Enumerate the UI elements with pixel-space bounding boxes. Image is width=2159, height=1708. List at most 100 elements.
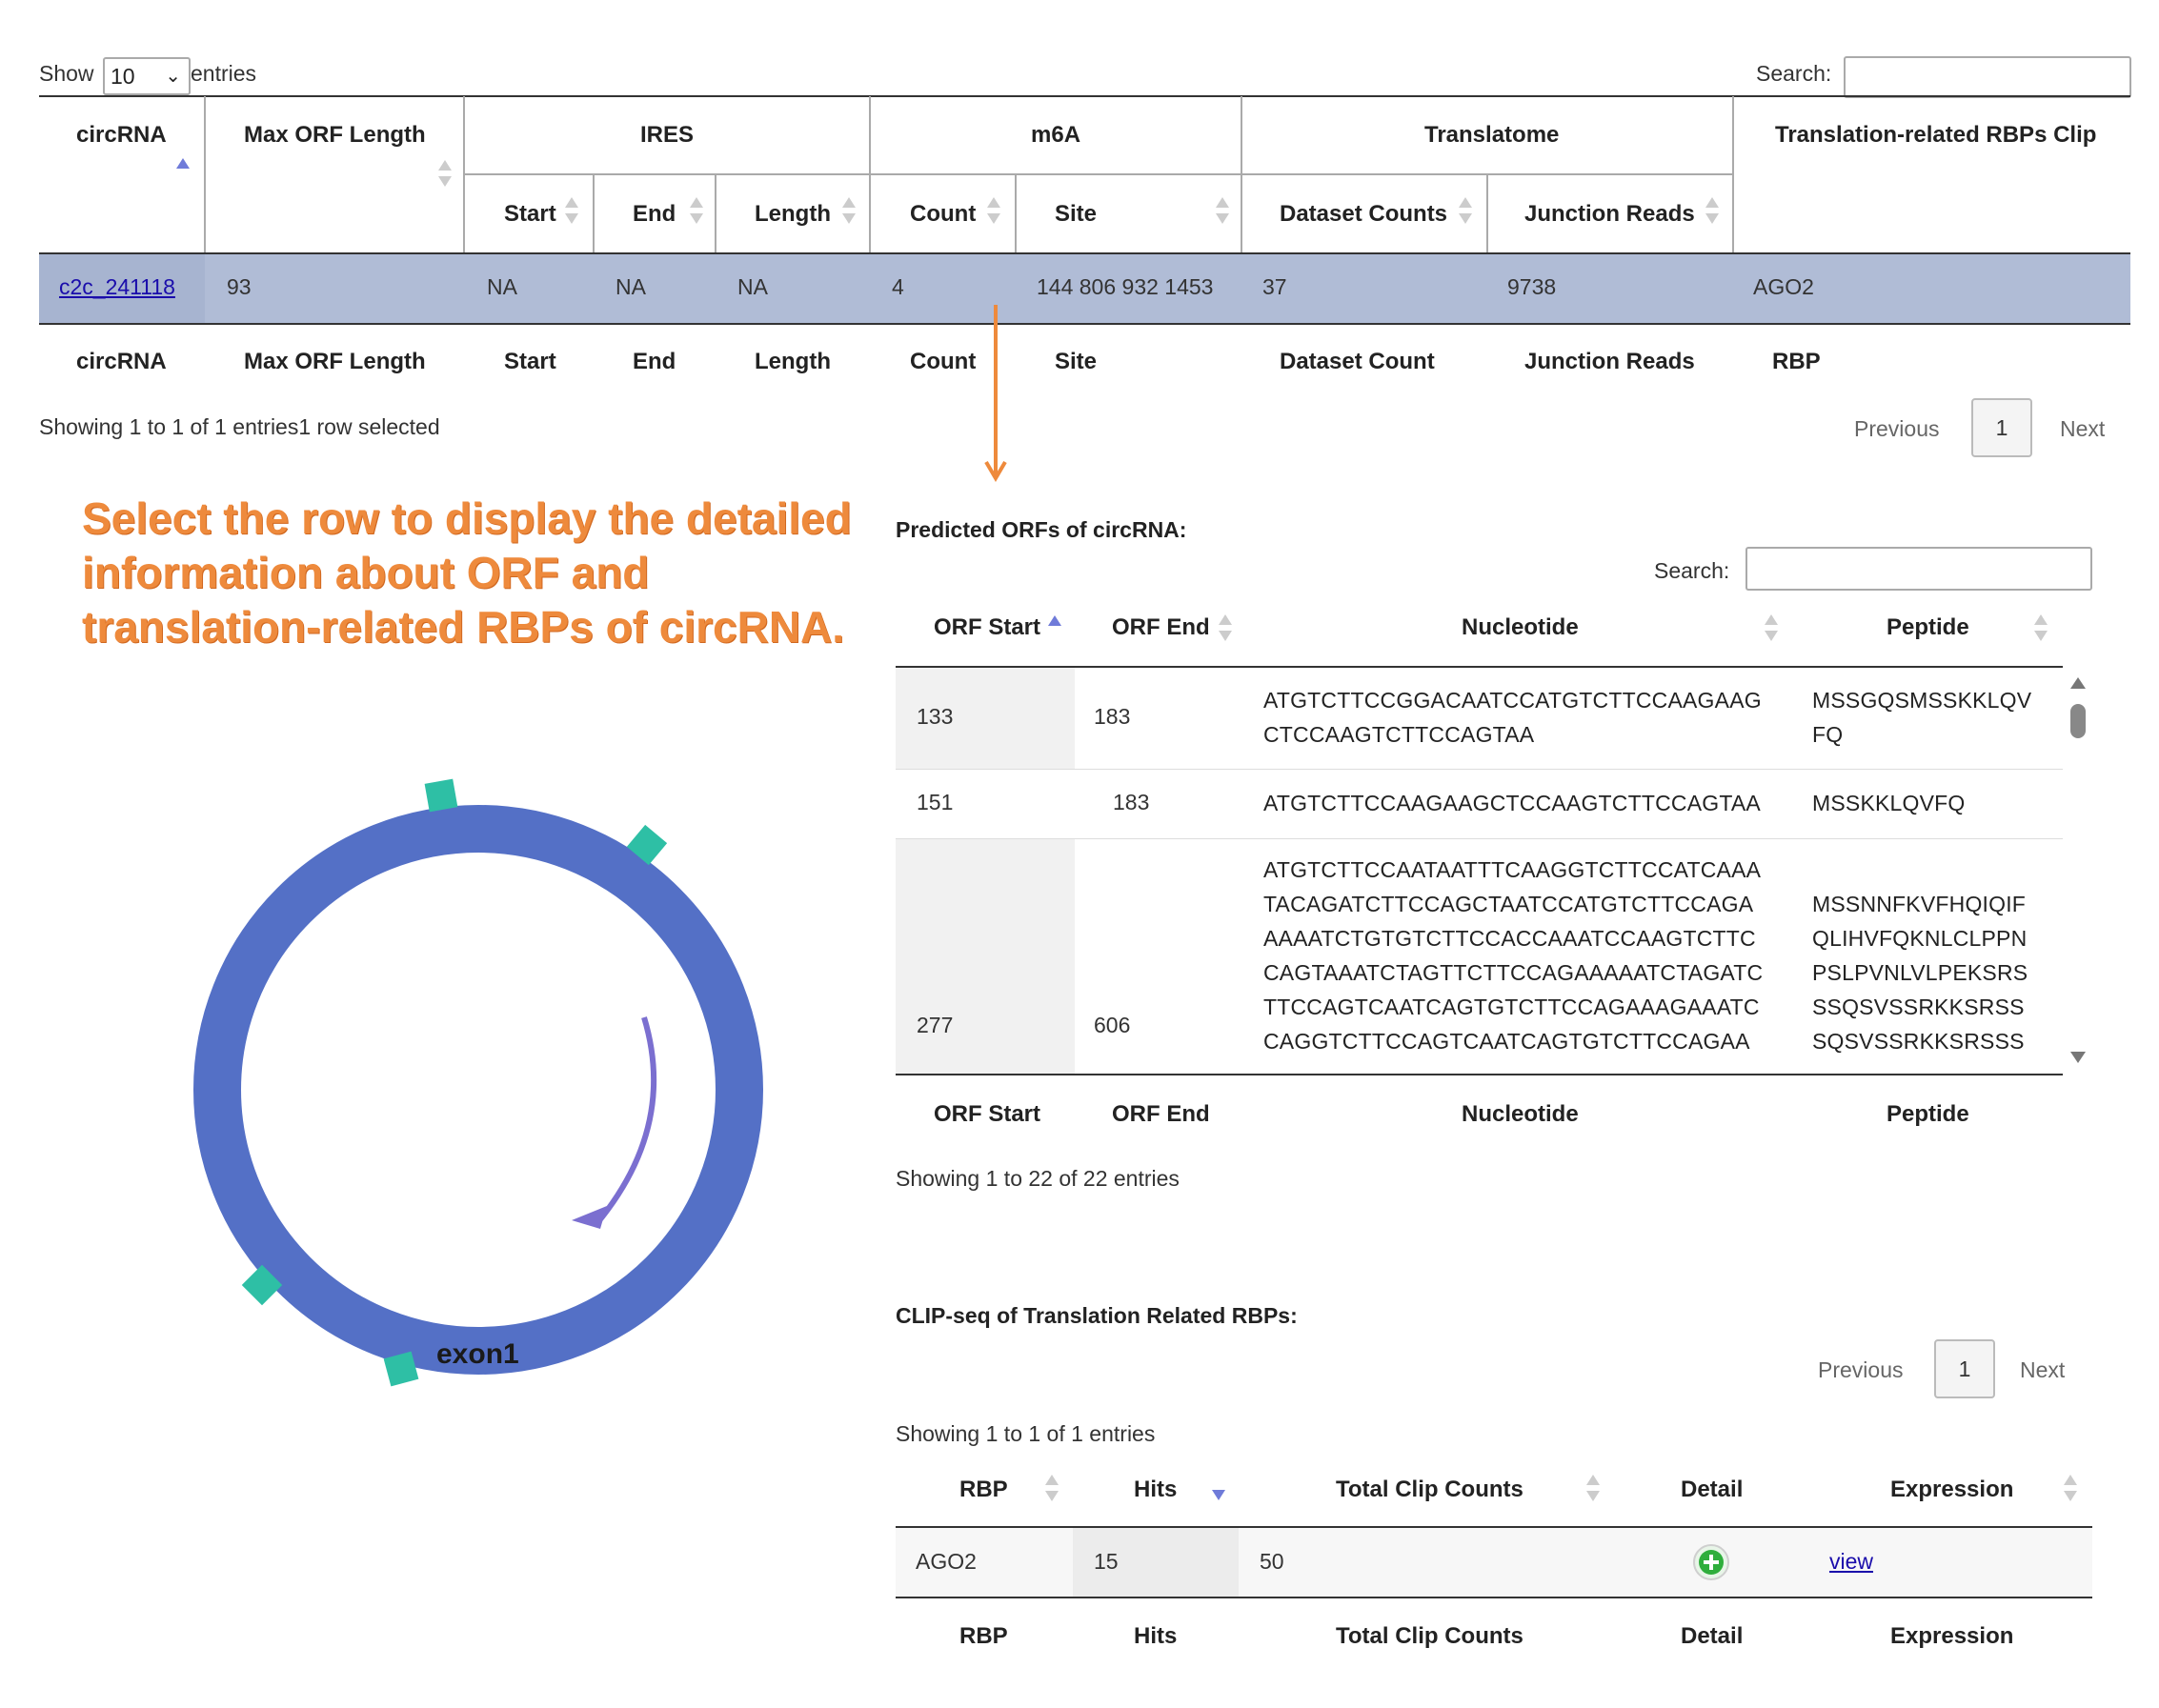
footer-expression: Expression (1890, 1623, 2014, 1649)
col-orf-start[interactable]: ORF Start (934, 614, 1041, 640)
sort-icon[interactable] (2034, 614, 2048, 645)
sorted-cell-bg (1073, 1528, 1239, 1597)
col-ires-start[interactable]: Start (504, 201, 556, 227)
page-1-button[interactable]: 1 (1971, 398, 2032, 457)
orf-table-body[interactable]: 133 183 ATGTCTTCCGGACAATCCATGTCTTCCAAGAA… (896, 668, 2063, 1074)
entries-label: entries (191, 61, 257, 86)
clip-previous-button[interactable]: Previous (1818, 1357, 1904, 1382)
sort-icon[interactable] (565, 197, 578, 228)
clip-section-title: CLIP-seq of Translation Related RBPs: (896, 1303, 1298, 1328)
footer-nucleotide: Nucleotide (1462, 1101, 1579, 1127)
sort-icon[interactable] (1765, 614, 1778, 645)
col-expression[interactable]: Expression (1890, 1477, 2014, 1502)
expand-detail-icon[interactable] (1692, 1543, 1730, 1581)
orf-search-label: Search: (1654, 558, 1730, 583)
orf-search-input[interactable] (1745, 547, 2092, 591)
footer-rbp: RBP (1772, 349, 1821, 374)
col-rbp[interactable]: RBP (959, 1477, 1008, 1502)
divider (593, 174, 595, 252)
chevron-down-icon: ⌄ (165, 66, 181, 87)
cell-m6a-count: 4 (892, 274, 904, 299)
divider (715, 174, 716, 252)
footer-start: Start (504, 349, 556, 374)
cell-orf-start: 151 (917, 790, 954, 814)
footer-orf-end: ORF End (1112, 1101, 1210, 1127)
col-peptide[interactable]: Peptide (1887, 614, 1969, 640)
sort-icon[interactable] (1219, 614, 1232, 645)
col-total-clip-counts[interactable]: Total Clip Counts (1336, 1477, 1523, 1502)
footer-orf-start: ORF Start (934, 1101, 1041, 1127)
sorted-cell-bg (39, 254, 205, 323)
orf-scrollbar[interactable] (2068, 668, 2090, 1074)
table-info: Showing 1 to 1 of 1 entries1 row selecte… (39, 414, 440, 439)
sort-icon[interactable] (2064, 1475, 2077, 1505)
table-row[interactable] (896, 839, 2063, 1074)
sort-icon[interactable] (1459, 197, 1472, 228)
previous-button[interactable]: Previous (1854, 416, 1940, 441)
divider (896, 1074, 2063, 1075)
col-ires-length[interactable]: Length (755, 201, 831, 227)
col-hits[interactable]: Hits (1134, 1477, 1178, 1502)
sort-icon[interactable] (842, 197, 856, 228)
footer-end: End (633, 349, 676, 374)
table-row-selected[interactable] (39, 252, 2130, 325)
col-m6a-count[interactable]: Count (910, 201, 977, 227)
view-expression-link[interactable]: view (1829, 1549, 1874, 1574)
sort-desc-icon[interactable] (1212, 1480, 1225, 1511)
show-label: Show (39, 61, 94, 86)
orf-table-info: Showing 1 to 22 of 22 entries (896, 1166, 1180, 1191)
col-ires-end[interactable]: End (633, 201, 676, 227)
cell-m6a-site: 144 806 932 1453 (1037, 274, 1214, 299)
clip-page-1-button[interactable]: 1 (1934, 1339, 1995, 1398)
sort-asc-icon[interactable] (1048, 615, 1061, 646)
footer-rbp: RBP (959, 1623, 1008, 1649)
down-arrow-icon (984, 305, 1007, 482)
sort-icon[interactable] (1216, 197, 1229, 228)
scroll-up-icon[interactable] (2070, 677, 2086, 689)
cell-orf-start: 133 (917, 704, 954, 729)
cell-max-orf: 93 (227, 274, 252, 299)
footer-count: Count (910, 349, 977, 374)
scroll-thumb[interactable] (2070, 704, 2086, 738)
cell-orf-start: 277 (917, 1013, 954, 1037)
sort-icon[interactable] (438, 160, 452, 191)
scroll-down-icon[interactable] (2070, 1052, 2086, 1063)
exon-label: exon1 (436, 1338, 519, 1370)
col-junction-reads[interactable]: Junction Reads (1524, 201, 1695, 227)
search-input[interactable] (1844, 56, 2131, 98)
sort-icon[interactable] (987, 197, 1000, 228)
cell-hits: 15 (1094, 1549, 1119, 1574)
table-row[interactable] (896, 668, 2063, 770)
col-nucleotide[interactable]: Nucleotide (1462, 614, 1579, 640)
col-circrna[interactable]: circRNA (76, 122, 167, 148)
cell-ires-length: NA (737, 274, 768, 299)
sort-icon[interactable] (1586, 1475, 1600, 1505)
circrna-ring (193, 805, 763, 1375)
group-rbps-clip[interactable]: Translation-related RBPs Clip (1775, 122, 2097, 148)
col-max-orf-length[interactable]: Max ORF Length (244, 122, 426, 148)
page-size-select[interactable]: 10 ⌄ (103, 57, 191, 95)
annotation-text: Select the row to display the detailed i… (82, 492, 852, 654)
sort-icon[interactable] (690, 197, 703, 228)
cell-total-clip-counts: 50 (1260, 1549, 1284, 1574)
sort-icon[interactable] (1045, 1475, 1059, 1505)
footer-peptide: Peptide (1887, 1101, 1969, 1127)
group-translatome: Translatome (1424, 122, 1560, 148)
marker (383, 1351, 419, 1387)
col-orf-end[interactable]: ORF End (1112, 614, 1210, 640)
sort-icon[interactable] (1705, 197, 1719, 228)
clip-next-button[interactable]: Next (2020, 1357, 2066, 1382)
divider (896, 1526, 2092, 1528)
circrna-link[interactable]: c2c_241118 (59, 274, 175, 299)
next-button[interactable]: Next (2060, 416, 2106, 441)
sort-asc-icon[interactable] (176, 158, 190, 189)
col-m6a-site[interactable]: Site (1055, 201, 1098, 227)
footer-total-clip-counts: Total Clip Counts (1336, 1623, 1523, 1649)
cell-junction-reads: 9738 (1507, 274, 1557, 299)
col-dataset-counts[interactable]: Dataset Counts (1280, 201, 1448, 227)
annotation-line-1: Select the row to display the detailed (82, 493, 852, 543)
sorted-cell-bg (896, 668, 1075, 769)
col-detail: Detail (1681, 1477, 1744, 1502)
table-row[interactable] (896, 770, 2063, 839)
cell-orf-end: 183 (1113, 790, 1150, 814)
